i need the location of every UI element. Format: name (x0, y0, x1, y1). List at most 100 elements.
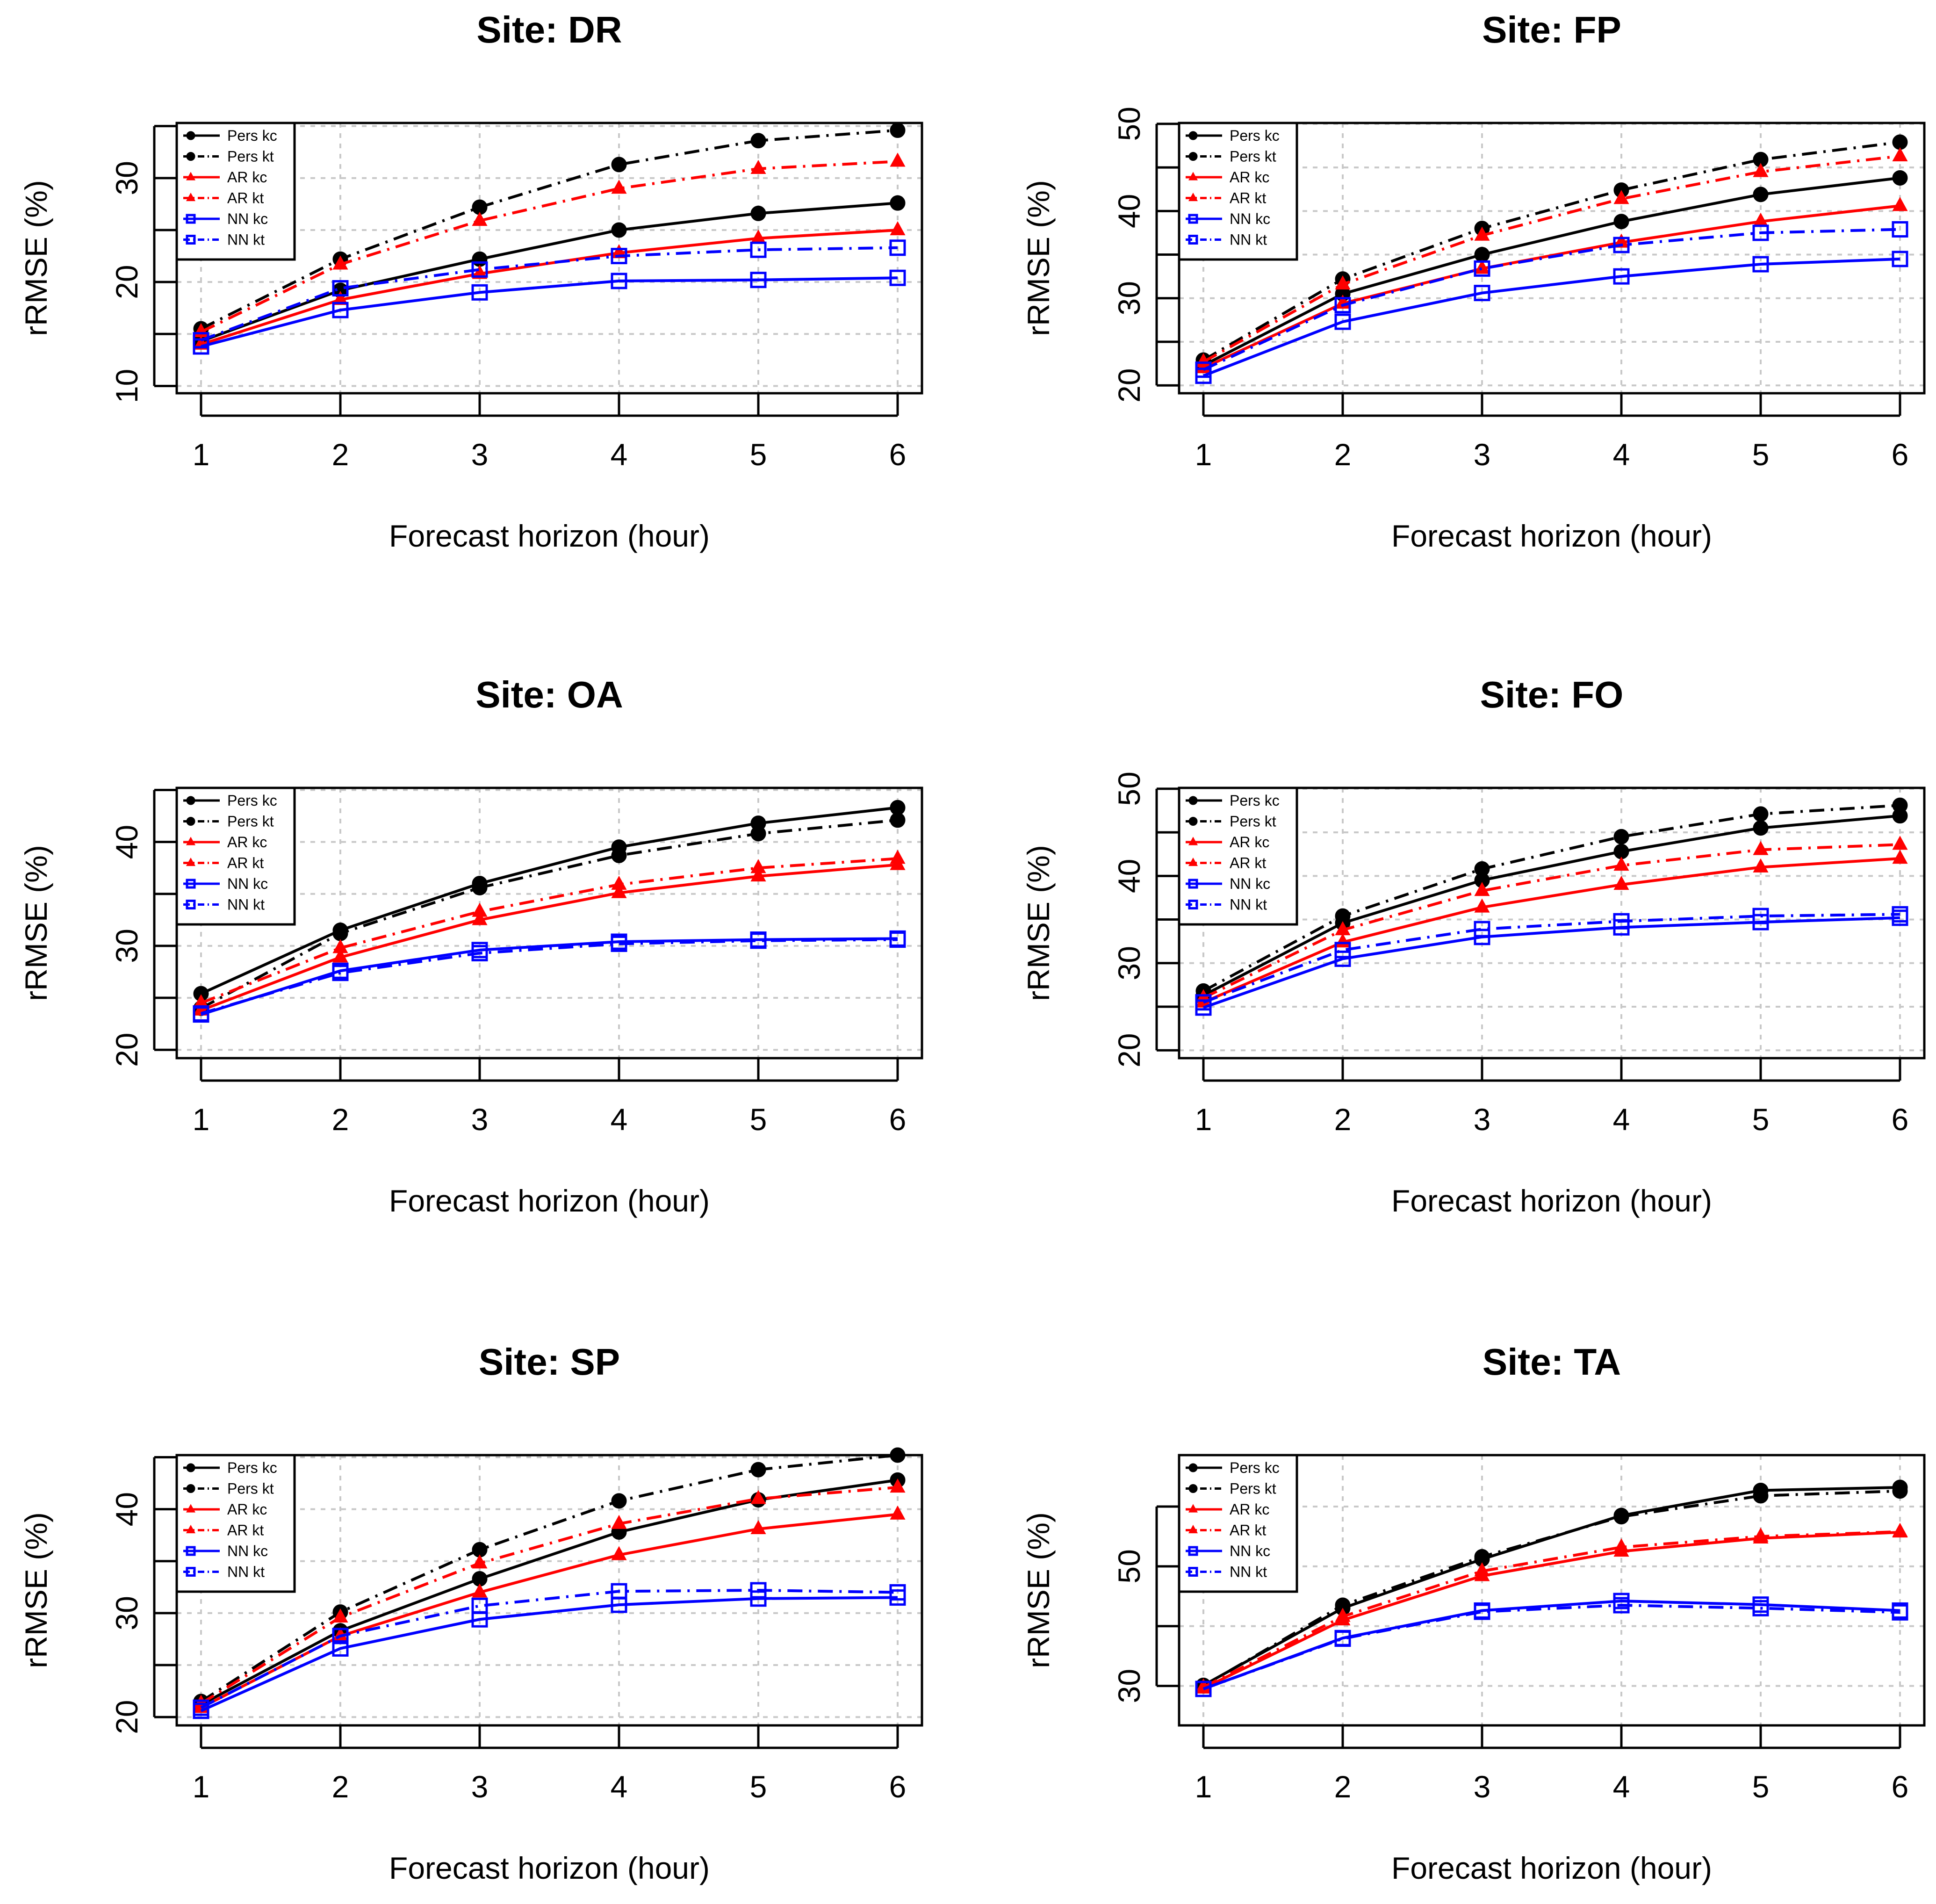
data-point (1613, 190, 1629, 204)
data-point (1613, 233, 1629, 248)
data-point (611, 222, 627, 238)
y-tick-label: 50 (1112, 1549, 1146, 1583)
legend-label: NN kc (1230, 1543, 1270, 1559)
data-point (1474, 260, 1490, 277)
chart-panel-4: 20 30 40 1 2 3 4 5 6 Site: SP Forecast horizon (ho… (19, 1341, 923, 1885)
series-ar-kt (193, 850, 906, 1009)
legend-box (175, 1454, 296, 1593)
legend-marker (186, 1504, 196, 1513)
data-point (1613, 1538, 1629, 1553)
legend-item-ar-kt: AR kt (1186, 855, 1266, 872)
series-line (1202, 814, 1900, 997)
data-point (750, 1582, 767, 1599)
legend-item-nn-kt: NN kt (183, 231, 265, 248)
series-pers-kc (193, 195, 906, 349)
legend-marker (1188, 1567, 1198, 1577)
series-ar-kt (1195, 1522, 1908, 1693)
series-nn-kt (1195, 906, 1908, 1011)
data-point (1752, 256, 1769, 273)
data-point (1334, 950, 1351, 967)
series-line (200, 1596, 898, 1712)
legend-label: Pers kt (227, 813, 274, 830)
legend-label: AR kc (1230, 169, 1269, 186)
legend-item-nn-kc: NN kc (183, 210, 268, 227)
data-point (1613, 1597, 1630, 1614)
data-point (1195, 361, 1212, 378)
data-point (1752, 224, 1769, 241)
data-point (1474, 882, 1490, 896)
series-line (200, 202, 898, 343)
data-point (611, 848, 627, 863)
x-tick-label: 2 (1334, 1769, 1352, 1804)
legend-marker (1188, 1546, 1198, 1556)
y-tick-label: 30 (1112, 946, 1146, 980)
legend-box (1178, 1454, 1298, 1593)
legend-label: AR kc (1230, 834, 1269, 851)
data-point (889, 239, 906, 256)
x-tick-label: 2 (1334, 1102, 1352, 1137)
legend-label: Pers kc (227, 792, 277, 809)
x-tick-label: 2 (1334, 437, 1352, 472)
data-point (332, 1608, 348, 1623)
data-point (332, 939, 348, 953)
legend-label: NN kc (1230, 875, 1270, 892)
legend-item-nn-kt: NN kt (183, 896, 265, 913)
x-tick-label: 4 (1613, 1102, 1630, 1137)
x-tick-label: 2 (332, 1769, 349, 1804)
x-tick-label: 5 (1752, 1769, 1770, 1804)
legend-label: Pers kc (227, 127, 277, 144)
series-nn-kt (1195, 1597, 1908, 1697)
data-point (1613, 913, 1630, 930)
series-line (201, 276, 898, 348)
legend-marker (186, 879, 196, 889)
x-tick-label: 1 (1195, 1769, 1212, 1804)
data-point (889, 931, 906, 948)
legend-item-nn-kc: NN kc (183, 875, 268, 892)
y-axis: 10 20 30 (109, 125, 177, 403)
legend-label: Pers kc (227, 1459, 277, 1476)
legend-marker (1188, 1504, 1198, 1513)
legend-item-pers-kc: Pers kc (1186, 127, 1280, 144)
gridlines (177, 123, 922, 393)
data-point (1752, 908, 1769, 924)
series-line (1202, 857, 1900, 1004)
y-axis: 20 30 40 (109, 788, 177, 1067)
series-line (1202, 804, 1900, 993)
series-line (200, 1486, 898, 1705)
x-tick-label: 6 (889, 437, 907, 472)
x-tick-label: 5 (750, 437, 767, 472)
y-tick-label: 20 (109, 1700, 144, 1734)
data-point (1195, 1680, 1212, 1697)
series-line (201, 937, 898, 1016)
data-point (890, 123, 906, 138)
legend-label: NN kt (1230, 231, 1267, 248)
x-tick-label: 5 (750, 1102, 767, 1137)
legend-label: AR kt (227, 1522, 264, 1539)
data-point (750, 272, 767, 288)
x-tick-label: 6 (1892, 437, 1909, 472)
legend-marker (186, 1484, 195, 1493)
series-line (200, 857, 898, 1004)
data-point (750, 1520, 766, 1535)
series-line (1202, 1489, 1900, 1688)
y-tick-label: 20 (1112, 368, 1146, 403)
data-point (1613, 844, 1629, 859)
data-point (750, 1490, 766, 1504)
data-point (1892, 1522, 1908, 1537)
x-tick-label: 5 (1752, 437, 1770, 472)
data-point (890, 1505, 906, 1520)
x-tick-label: 4 (1613, 437, 1630, 472)
legend: Pers kc Pers kt AR kc AR kt NN kc NN kt (175, 122, 296, 261)
legend-label: AR kt (227, 190, 264, 207)
legend-label: NN kt (227, 1564, 265, 1580)
series-line (1202, 204, 1900, 369)
series-line (200, 863, 898, 1012)
legend-item-ar-kc: AR kc (1186, 169, 1269, 186)
legend-marker (1188, 817, 1198, 826)
data-point (1613, 1509, 1629, 1525)
y-axis: 30 50 (1112, 1505, 1179, 1703)
legend-item-ar-kc: AR kc (1186, 1501, 1269, 1518)
series-line (1202, 228, 1900, 371)
legend-item-nn-kt: NN kt (183, 1564, 265, 1580)
